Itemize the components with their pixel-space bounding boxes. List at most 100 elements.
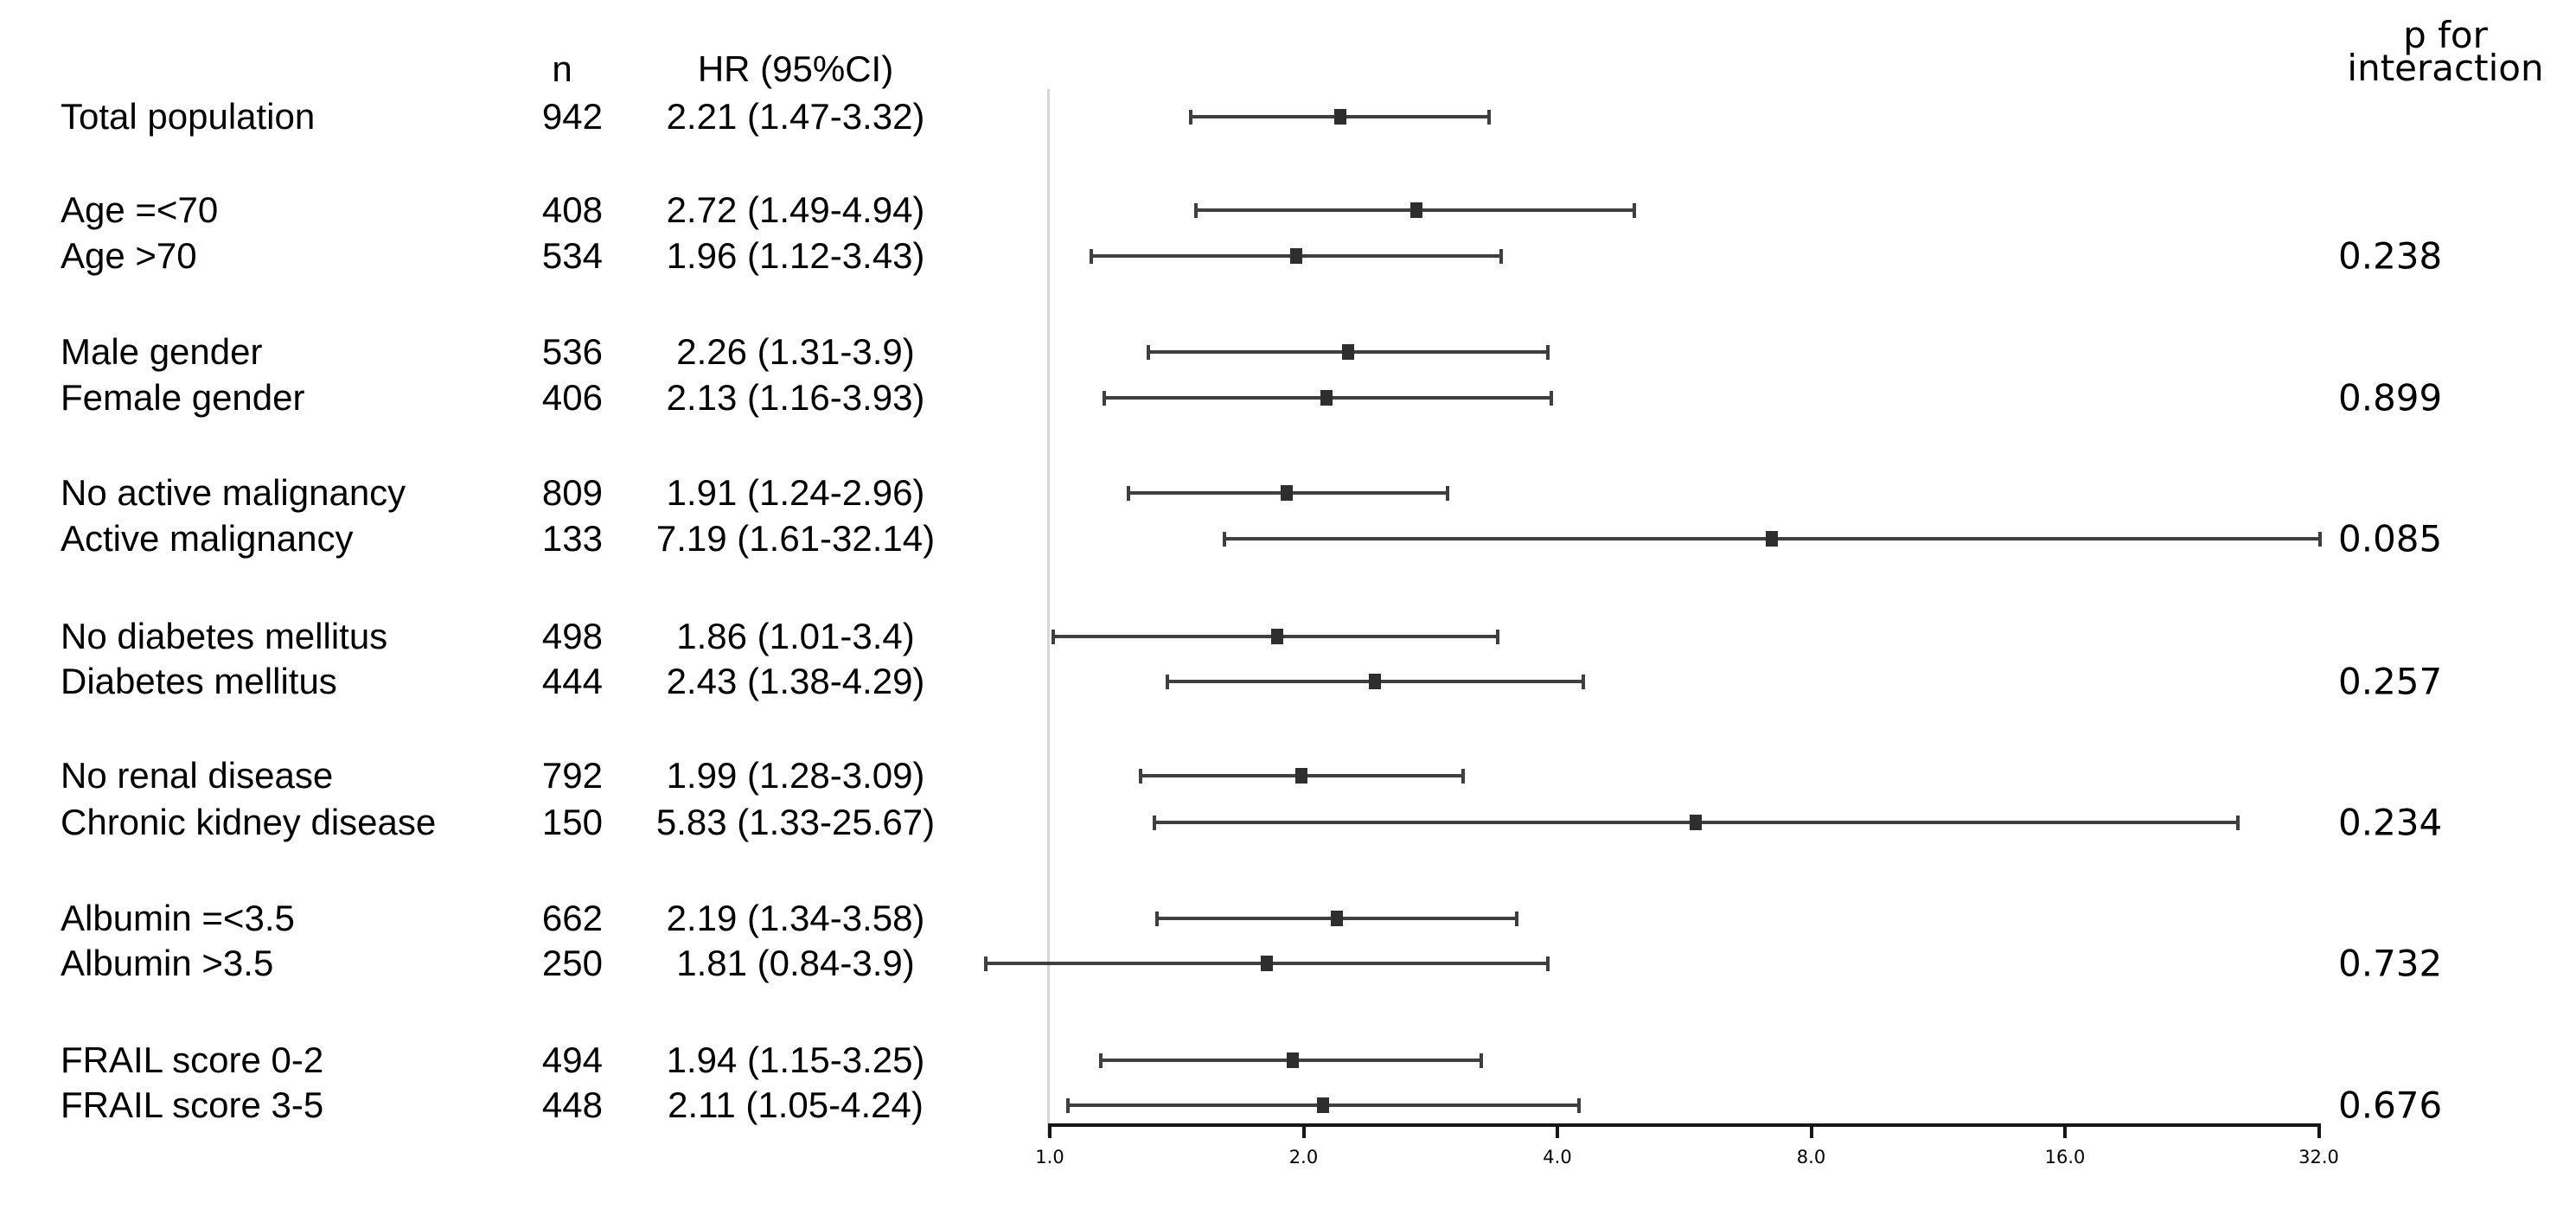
ci-cap-lower — [984, 956, 988, 971]
row-label: Diabetes mellitus — [61, 661, 337, 701]
column-header-p-for-interaction: p for interaction — [2347, 14, 2544, 89]
row-hr-ci-text: 2.11 (1.05-4.24) — [668, 1084, 924, 1125]
row-label: No active malignancy — [61, 472, 406, 513]
x-axis-tick — [2063, 1123, 2067, 1138]
row-label: Active malignancy — [61, 518, 354, 559]
ci-cap-upper — [1496, 629, 1500, 644]
ci-cap-upper — [1487, 109, 1492, 125]
hr-point-marker — [1320, 390, 1333, 406]
p-for-interaction-value: 0.085 — [2338, 517, 2443, 560]
row-label: Age >70 — [61, 235, 197, 276]
ci-cap-upper — [2236, 815, 2240, 830]
row-hr-ci-text: 1.94 (1.15-3.25) — [666, 1039, 925, 1080]
ci-cap-upper — [1581, 674, 1585, 689]
row-label: Albumin =<3.5 — [61, 898, 295, 938]
row-hr-ci-text: 2.72 (1.49-4.94) — [666, 189, 925, 230]
ci-cap-lower — [1152, 815, 1156, 830]
row-label: Albumin >3.5 — [61, 943, 274, 983]
x-axis-tick — [1301, 1123, 1306, 1138]
row-hr-ci-text: 2.21 (1.47-3.32) — [666, 96, 925, 137]
row-label: Total population — [61, 96, 316, 137]
hr-point-marker — [1270, 629, 1283, 644]
hr-point-marker — [1330, 911, 1343, 926]
x-axis-tick-label: 1.0 — [1035, 1147, 1064, 1167]
x-axis-tick — [1809, 1123, 1813, 1138]
row-label: No diabetes mellitus — [61, 616, 388, 656]
ci-cap-lower — [1127, 485, 1131, 501]
x-axis-line — [1048, 1123, 2321, 1127]
ci-cap-upper — [1549, 390, 1553, 406]
hr-point-marker — [1317, 1097, 1330, 1113]
row-label: Chronic kidney disease — [61, 802, 437, 842]
row-hr-ci-text: 2.13 (1.16-3.93) — [666, 377, 925, 418]
row-label: No renal disease — [61, 755, 334, 796]
x-axis-tick — [1048, 1123, 1051, 1138]
row-hr-ci-text: 1.81 (0.84-3.9) — [676, 943, 915, 983]
row-hr-ci-text: 1.91 (1.24-2.96) — [666, 472, 925, 513]
ci-cap-lower — [1222, 531, 1226, 547]
ci-cap-lower — [1089, 248, 1093, 264]
row-n-value: 498 — [541, 616, 603, 656]
hr-point-marker — [1689, 815, 1702, 830]
row-n-value: 536 — [541, 331, 603, 372]
hr-point-marker — [1261, 956, 1274, 971]
column-header-n: n — [552, 48, 572, 89]
ci-cap-upper — [1633, 202, 1637, 218]
row-n-value: 809 — [541, 472, 603, 513]
x-axis-tick-label: 4.0 — [1543, 1147, 1572, 1167]
p-for-interaction-value: 0.238 — [2338, 234, 2443, 278]
p-header-line2: interaction — [2347, 47, 2544, 89]
p-for-interaction-value: 0.676 — [2338, 1084, 2443, 1127]
hr-point-marker — [1281, 485, 1293, 501]
row-hr-ci-text: 7.19 (1.61-32.14) — [655, 518, 936, 559]
ci-cap-upper — [1546, 344, 1550, 360]
row-hr-ci-text: 1.86 (1.01-3.4) — [676, 616, 915, 656]
row-label: Age =<70 — [61, 189, 219, 230]
ci-cap-upper — [1480, 1052, 1484, 1068]
hr-point-marker — [1286, 1052, 1299, 1068]
ci-cap-lower — [1102, 390, 1106, 406]
x-axis-tick — [2317, 1123, 2321, 1138]
x-axis-tick-label: 2.0 — [1288, 1147, 1319, 1167]
row-n-value: 942 — [541, 96, 603, 137]
ci-cap-lower — [1154, 911, 1159, 926]
hr-point-marker — [1333, 109, 1346, 125]
x-axis-tick-label: 16.0 — [2044, 1147, 2086, 1167]
column-header-hr-95ci: HR (95%CI) — [697, 48, 894, 89]
ci-cap-lower — [1065, 1097, 1070, 1113]
row-n-value: 494 — [541, 1039, 603, 1080]
row-n-value: 792 — [541, 755, 603, 796]
ci-cap-upper — [1499, 248, 1503, 264]
p-header-line1: p for — [2403, 14, 2488, 56]
hr-point-marker — [1289, 248, 1302, 264]
ci-cap-upper — [1461, 768, 1465, 784]
row-label: FRAIL score 0-2 — [61, 1039, 324, 1080]
ci-cap-upper — [1515, 911, 1519, 926]
ci-cap-upper — [1576, 1097, 1581, 1113]
row-n-value: 444 — [541, 661, 603, 701]
row-n-value: 408 — [541, 189, 603, 230]
x-axis-tick-label: 8.0 — [1796, 1147, 1826, 1167]
row-n-value: 150 — [541, 802, 603, 842]
hr-point-marker — [1409, 202, 1422, 218]
ci-cap-lower — [1099, 1052, 1103, 1068]
hr-point-marker — [1295, 768, 1308, 784]
row-n-value: 534 — [541, 235, 603, 276]
row-hr-ci-text: 2.43 (1.38-4.29) — [666, 661, 925, 701]
ci-cap-lower — [1166, 674, 1170, 689]
p-for-interaction-value: 0.257 — [2338, 660, 2443, 703]
p-for-interaction-value: 0.732 — [2338, 942, 2443, 985]
hr-point-marker — [1342, 344, 1355, 360]
reference-line-hr-1 — [1047, 89, 1050, 1136]
row-n-value: 406 — [541, 377, 603, 418]
row-label: Female gender — [61, 377, 305, 418]
row-hr-ci-text: 2.26 (1.31-3.9) — [676, 331, 915, 372]
ci-cap-lower — [1147, 344, 1151, 360]
p-for-interaction-value: 0.899 — [2338, 376, 2443, 419]
ci-cap-upper — [1445, 485, 1449, 501]
p-for-interaction-value: 0.234 — [2338, 801, 2443, 844]
ci-cap-lower — [1138, 768, 1142, 784]
row-hr-ci-text: 1.96 (1.12-3.43) — [666, 235, 925, 276]
x-axis-tick-label: 32.0 — [2298, 1147, 2339, 1167]
